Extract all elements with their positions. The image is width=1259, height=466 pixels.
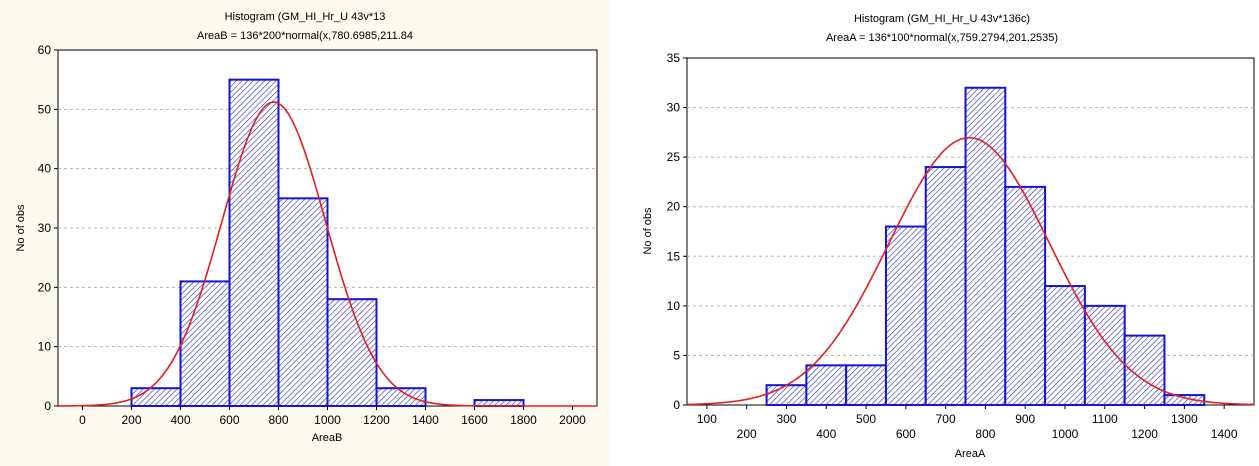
x-axis-label: AreaB: [312, 432, 343, 444]
x-tick-label: 200: [121, 413, 141, 427]
normal-curve: [686, 136, 1255, 406]
x-tick-label: 200: [737, 427, 757, 441]
y-tick-label: 40: [38, 162, 52, 176]
x-tick-label: 800: [975, 427, 995, 441]
y-tick-label: 30: [667, 101, 681, 115]
x-tick-label: 2000: [559, 413, 586, 427]
x-tick-label: 1800: [510, 413, 537, 427]
y-tick-label: 0: [673, 398, 680, 412]
x-tick-label: 700: [936, 412, 956, 426]
chart-title: Histogram (GM_HI_Hr_U 43v*136c): [854, 13, 1030, 25]
x-tick-label: 900: [1015, 412, 1035, 426]
y-axis-label: No of obs: [15, 204, 27, 252]
y-axis-label: No of obs: [642, 207, 654, 255]
histogram-bar: [964, 86, 1007, 406]
histogram-bar: [924, 166, 967, 406]
x-tick-label: 400: [816, 427, 836, 441]
histogram-bar: [130, 387, 182, 408]
x-tick-label: 1400: [1211, 427, 1238, 441]
y-tick-label: 0: [44, 399, 51, 413]
histogram-chart-areab: Histogram (GM_HI_Hr_U 43v*13 AreaB = 136…: [0, 0, 610, 466]
x-tick-label: 1400: [412, 413, 439, 427]
histogram-bar: [765, 384, 808, 406]
x-tick-label: 500: [856, 412, 876, 426]
y-tick-label: 10: [667, 299, 681, 313]
y-tick-label: 60: [38, 43, 52, 57]
y-tick-label: 20: [38, 280, 52, 294]
ticks: 0 5 10 15 20 25 30 35 100 200 300 400 500 600 700 800 90…: [667, 51, 1238, 441]
histogram-bar: [277, 197, 329, 407]
histogram-chart-areaa: Histogram (GM_HI_Hr_U 43v*136c) AreaA = …: [625, 0, 1259, 466]
x-tick-label: 1200: [1131, 427, 1158, 441]
histogram-bar: [375, 387, 427, 408]
x-tick-label: 600: [219, 413, 239, 427]
histogram-bar: [1004, 185, 1047, 406]
x-tick-label: 100: [697, 412, 717, 426]
normal-fit-curve: [686, 136, 1255, 406]
y-tick-label: 35: [667, 51, 681, 65]
histogram-bar: [1044, 285, 1086, 406]
histogram-bar: [228, 78, 280, 408]
x-tick-label: 300: [776, 412, 796, 426]
bars: [765, 86, 1206, 407]
x-tick-label: 600: [896, 427, 916, 441]
normal-curve: [57, 101, 597, 407]
chart-title: Histogram (GM_HI_Hr_U 43v*13: [225, 11, 386, 23]
y-tick-label: 10: [38, 340, 52, 354]
x-tick-label: 0: [79, 413, 86, 427]
normal-fit-curve: [57, 101, 597, 407]
x-tick-label: 1000: [314, 413, 341, 427]
y-tick-label: 20: [667, 200, 681, 214]
histogram-bar: [884, 225, 927, 406]
y-tick-label: 30: [38, 221, 52, 235]
chart-subtitle: AreaA = 136*100*normal(x,759.2794,201.25…: [826, 32, 1058, 44]
x-tick-label: 400: [170, 413, 190, 427]
y-tick-label: 5: [673, 348, 680, 362]
y-tick-label: 15: [667, 249, 681, 263]
x-tick-label: 1000: [1052, 427, 1079, 441]
histogram-bar: [845, 364, 887, 407]
x-tick-label: 800: [268, 413, 288, 427]
histogram-bar: [1123, 334, 1166, 407]
y-tick-label: 25: [667, 150, 681, 164]
histogram-bar: [179, 280, 231, 407]
y-tick-label: 50: [38, 102, 52, 116]
x-tick-label: 1200: [363, 413, 390, 427]
x-tick-label: 1300: [1171, 412, 1198, 426]
histogram-bar: [805, 364, 848, 407]
histogram-panel-areab: Histogram (GM_HI_Hr_U 43v*13 AreaB = 136…: [0, 0, 610, 466]
histogram-panel-areaa: Histogram (GM_HI_Hr_U 43v*136c) AreaA = …: [625, 0, 1259, 466]
x-axis-label: AreaA: [955, 448, 986, 460]
chart-subtitle: AreaB = 136*200*normal(x,780.6985,211.84: [197, 30, 413, 42]
histogram-bar: [326, 298, 378, 408]
bars: [130, 78, 525, 408]
x-tick-label: 1100: [1092, 412, 1118, 426]
x-tick-label: 1600: [461, 413, 488, 427]
